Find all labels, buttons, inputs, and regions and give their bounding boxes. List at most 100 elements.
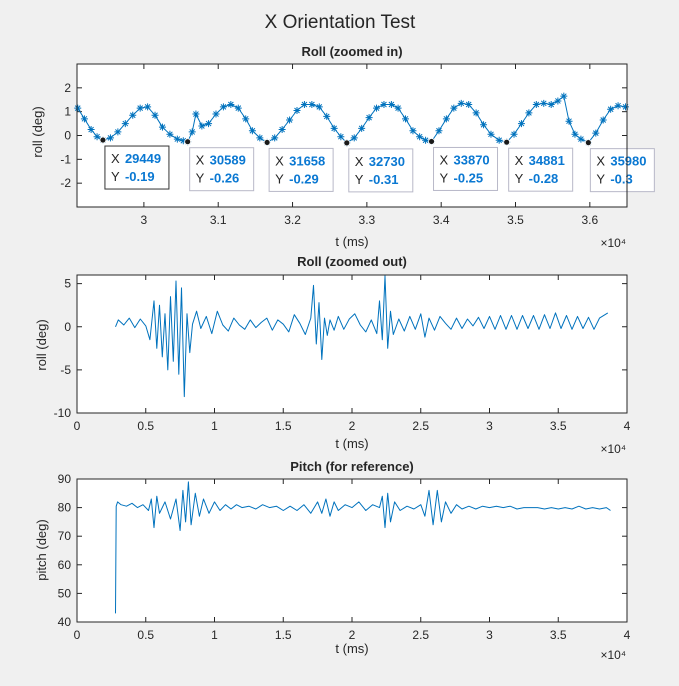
datatip-y-key: Y bbox=[440, 170, 449, 185]
datatip-x-key: X bbox=[275, 153, 284, 168]
plot-title: Roll (zoomed in) bbox=[301, 44, 402, 59]
datatip-point[interactable] bbox=[99, 136, 107, 144]
data-point-marker bbox=[151, 111, 159, 119]
y-tick-label: 40 bbox=[58, 615, 72, 629]
datatip-point[interactable] bbox=[428, 138, 435, 145]
y-tick-label: -2 bbox=[60, 176, 71, 190]
datatip-y-key: Y bbox=[111, 169, 120, 184]
y-tick-label: 0 bbox=[64, 320, 71, 334]
datatip-box[interactable] bbox=[508, 147, 574, 192]
data-point-marker bbox=[198, 122, 206, 130]
datatip-box[interactable] bbox=[433, 146, 499, 191]
datatip-x-value: 34881 bbox=[529, 153, 565, 168]
data-point-marker bbox=[365, 114, 373, 122]
datatip[interactable]: X 29449 Y -0.19 bbox=[99, 136, 170, 190]
datatip-box[interactable] bbox=[589, 148, 655, 193]
data-point-marker bbox=[599, 116, 607, 124]
datatip-box[interactable] bbox=[189, 147, 255, 192]
x-tick-label: 3 bbox=[486, 628, 493, 642]
data-point-marker bbox=[442, 115, 450, 123]
plot-area bbox=[77, 479, 627, 622]
datatip-x-key: X bbox=[440, 152, 449, 167]
x-tick-label: 3.5 bbox=[550, 628, 567, 642]
data-point-marker bbox=[286, 116, 294, 124]
data-point-marker bbox=[510, 130, 518, 138]
x-tick-label: 0 bbox=[74, 419, 81, 433]
x-tick-label: 2.5 bbox=[412, 419, 429, 433]
x-axis-label: t (ms) bbox=[335, 436, 368, 451]
data-point-marker bbox=[308, 101, 316, 109]
datatip-point[interactable] bbox=[343, 139, 351, 147]
y-tick-label: 90 bbox=[58, 472, 72, 486]
datatip[interactable]: X 32730 Y -0.31 bbox=[343, 139, 414, 193]
datatip-box[interactable] bbox=[104, 145, 170, 190]
data-point-marker bbox=[409, 127, 417, 135]
data-point-marker bbox=[465, 101, 473, 109]
x-tick-label: 3.5 bbox=[550, 419, 567, 433]
data-point-marker bbox=[487, 130, 495, 138]
y-axis-label: roll (deg) bbox=[34, 319, 49, 370]
data-point-marker bbox=[271, 134, 279, 142]
datatip-point[interactable] bbox=[503, 138, 511, 146]
data-point-marker bbox=[540, 99, 548, 107]
datatip-point[interactable] bbox=[584, 139, 592, 147]
data-point-marker bbox=[565, 117, 573, 125]
pitch-plot: Pitch (for reference) t (ms) pitch (deg)… bbox=[34, 459, 631, 662]
datatip-point[interactable] bbox=[184, 138, 192, 146]
data-point-marker bbox=[457, 99, 465, 107]
data-point-marker bbox=[80, 115, 88, 123]
datatip[interactable]: X 33870 Y -0.25 bbox=[428, 138, 499, 191]
datatip-x-value: 33870 bbox=[454, 152, 490, 167]
x-exponent-label: ×10⁴ bbox=[600, 648, 626, 662]
x-exponent-label: ×10⁴ bbox=[600, 442, 626, 456]
x-tick-label: 3.5 bbox=[507, 213, 524, 227]
axes-frame bbox=[76, 274, 628, 414]
x-tick-label: 1.5 bbox=[275, 628, 292, 642]
y-tick-label: -5 bbox=[60, 363, 71, 377]
x-tick-label: 0 bbox=[74, 628, 81, 642]
data-point-marker bbox=[188, 128, 196, 136]
figure-title: X Orientation Test bbox=[265, 12, 416, 33]
axes-frame bbox=[76, 63, 628, 208]
datatip-x-key: X bbox=[196, 153, 205, 168]
datatip[interactable]: X 35980 Y -0.3 bbox=[584, 139, 655, 193]
datatip-y-key: Y bbox=[515, 171, 524, 186]
datatip[interactable]: X 31658 Y -0.29 bbox=[263, 139, 334, 192]
x-tick-label: 1 bbox=[211, 628, 218, 642]
x-tick-label: 4 bbox=[624, 628, 631, 642]
data-point-marker bbox=[205, 120, 213, 128]
y-tick-label: 2 bbox=[64, 81, 71, 95]
datatip[interactable]: X 30589 Y -0.26 bbox=[184, 138, 255, 192]
data-point-marker bbox=[234, 104, 242, 112]
data-point-marker bbox=[554, 97, 562, 105]
datatip-box[interactable] bbox=[268, 147, 334, 192]
y-tick-label: 5 bbox=[64, 277, 71, 291]
y-axis-label: pitch (deg) bbox=[34, 519, 49, 580]
datatip-x-value: 30589 bbox=[210, 153, 246, 168]
datatip[interactable]: X 34881 Y -0.28 bbox=[503, 138, 574, 192]
x-tick-label: 2.5 bbox=[412, 628, 429, 642]
data-point-marker bbox=[173, 135, 181, 143]
data-point-marker bbox=[560, 92, 568, 100]
datatip-box[interactable] bbox=[348, 148, 414, 193]
datatip-y-value: -0.28 bbox=[529, 171, 559, 186]
data-point-marker bbox=[622, 103, 630, 111]
data-point-marker bbox=[422, 136, 430, 144]
datatip-x-key: X bbox=[111, 151, 120, 166]
datatip-x-value: 29449 bbox=[125, 151, 161, 166]
y-tick-label: -10 bbox=[54, 406, 72, 420]
data-point-marker bbox=[330, 124, 338, 132]
x-tick-label: 2 bbox=[349, 419, 356, 433]
data-point-marker bbox=[350, 134, 358, 142]
data-point-marker bbox=[337, 133, 345, 141]
data-point-marker bbox=[278, 126, 286, 134]
y-tick-label: 50 bbox=[58, 586, 72, 600]
x-tick-label: 3.4 bbox=[433, 213, 450, 227]
data-point-marker bbox=[394, 104, 402, 112]
data-point-marker bbox=[158, 123, 166, 131]
data-point-marker bbox=[106, 134, 114, 142]
datatip-y-key: Y bbox=[196, 171, 205, 186]
datatip-point[interactable] bbox=[263, 139, 271, 146]
plot-title: Roll (zoomed out) bbox=[297, 254, 407, 269]
datatip-y-key: Y bbox=[596, 172, 605, 187]
